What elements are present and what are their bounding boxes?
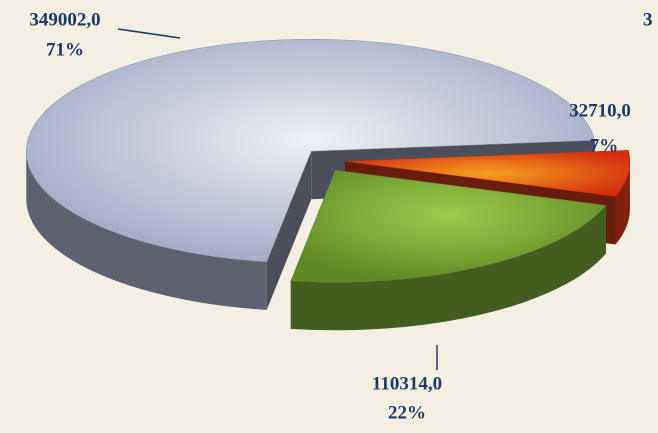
leader-line [117, 28, 181, 39]
percent-label: 7% [590, 135, 619, 156]
slice [290, 169, 607, 283]
percent-label: 71% [46, 39, 84, 60]
slice-wall [290, 205, 607, 331]
slice [26, 39, 596, 263]
value-label: 32710,0 [569, 100, 631, 121]
value-label: 349002,0 [29, 9, 100, 30]
slice-wall [26, 151, 267, 310]
slice [344, 150, 631, 197]
percent-label: 22% [388, 402, 426, 423]
slice-wall [615, 161, 630, 245]
pie [26, 39, 631, 331]
annotation: 3 [643, 9, 653, 30]
slice-side [266, 151, 312, 310]
value-label: 110314,0 [372, 373, 442, 394]
